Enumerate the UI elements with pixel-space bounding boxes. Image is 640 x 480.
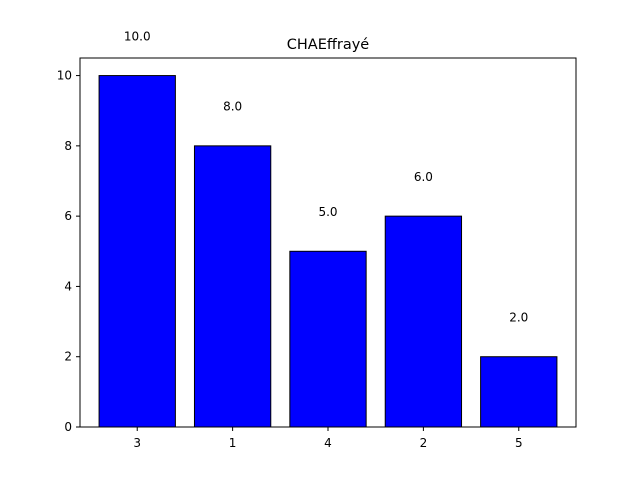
data-label-3: 10.0 xyxy=(124,29,151,43)
plot-area-frame xyxy=(79,57,577,428)
y-tick-label: 2 xyxy=(64,350,72,364)
x-tick-label: 4 xyxy=(324,436,332,450)
y-tick-label: 6 xyxy=(64,209,72,223)
x-axis-ticks: 3 1 4 2 5 xyxy=(133,427,523,450)
bar-3 xyxy=(98,75,176,428)
y-axis-ticks: 0 2 4 6 8 10 xyxy=(57,69,80,434)
data-label-1: 8.0 xyxy=(223,100,242,114)
bar-1 xyxy=(193,145,272,428)
y-tick-label: 8 xyxy=(64,139,72,153)
data-label-4: 5.0 xyxy=(318,205,337,219)
bar-4 xyxy=(289,250,367,428)
chart-title: CHAEffrayé xyxy=(287,37,370,53)
y-tick-label: 4 xyxy=(64,279,72,293)
bar-5 xyxy=(480,356,558,428)
bars-group xyxy=(98,75,558,428)
y-tick-label: 10 xyxy=(57,69,72,83)
bar-2 xyxy=(384,215,463,428)
data-label-5: 2.0 xyxy=(509,311,528,325)
data-labels-group: 10.0 8.0 5.0 6.0 2.0 xyxy=(124,29,528,324)
data-label-2: 6.0 xyxy=(414,170,433,184)
x-tick-label: 2 xyxy=(420,436,428,450)
y-tick-label: 0 xyxy=(64,420,72,434)
x-tick-label: 1 xyxy=(229,436,237,450)
x-tick-label: 3 xyxy=(133,436,141,450)
x-tick-label: 5 xyxy=(515,436,523,450)
